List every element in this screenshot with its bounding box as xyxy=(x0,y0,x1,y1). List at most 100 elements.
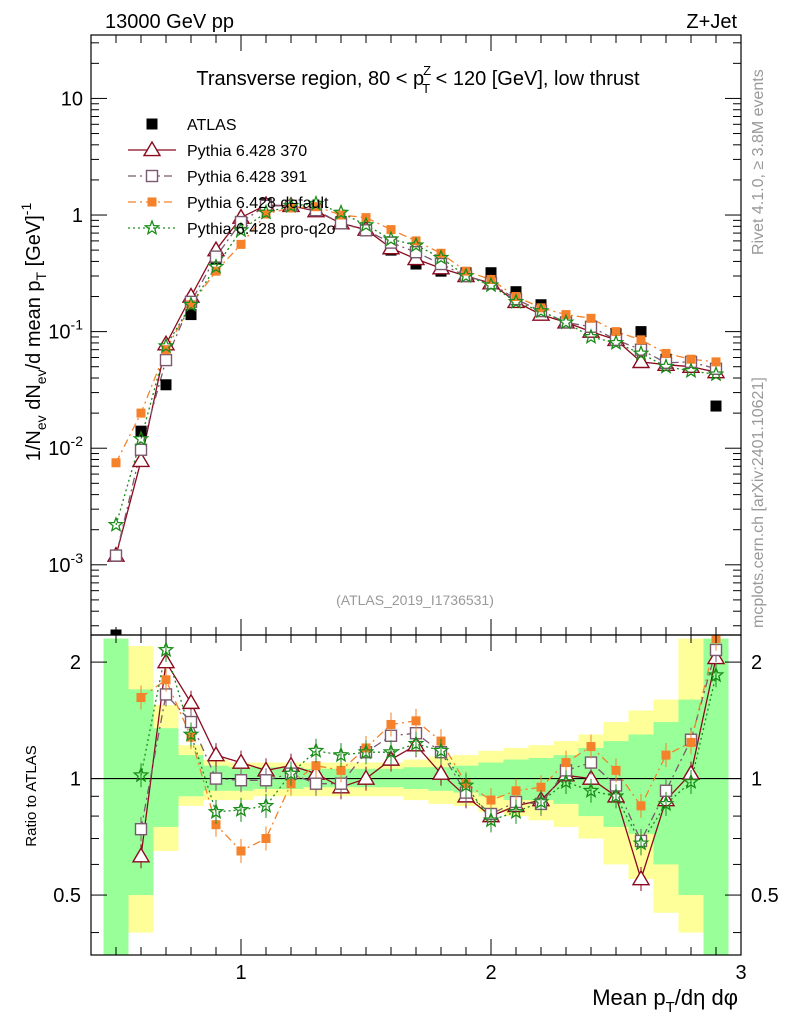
ratio-point-pythia-6-428-pro-q2o xyxy=(632,834,650,851)
ratio-point-pythia-6-428-default xyxy=(511,786,521,796)
main-point-pythia-6-428-pro-q2o xyxy=(482,276,500,293)
ratio-point-pythia-6-428-370 xyxy=(356,769,376,785)
ratio-y-tick-label-right: 2 xyxy=(751,652,762,674)
ratio-panel: 0.5 0.5 1 1 2 2 1 2 3 Ratio to ATLAS Mean pT/dη … xyxy=(23,634,779,1016)
legend-label-pythia-6-428-391: Pythia 6.428 391 xyxy=(187,169,307,186)
ratio-y-tick-label-right: 0.5 xyxy=(751,885,779,907)
ratio-band-green xyxy=(628,734,654,834)
main-point-atlas xyxy=(635,326,647,338)
analysis-id-label: (ATLAS_2019_I1736531) xyxy=(336,592,494,608)
main-point-pythia-6-428-pro-q2o xyxy=(507,293,525,309)
ratio-point-pythia-6-428-default xyxy=(561,758,571,768)
ratio-point-pythia-6-428-pro-q2o xyxy=(482,811,500,828)
main-point-atlas xyxy=(510,286,522,298)
main-point-pythia-6-428-391 xyxy=(434,257,448,271)
main-point-pythia-6-428-default xyxy=(211,266,221,276)
ratio-y-tick-label: 0.5 xyxy=(53,885,81,907)
main-point-pythia-6-428-pro-q2o xyxy=(632,344,650,361)
ratio-point-pythia-6-428-pro-q2o xyxy=(657,795,675,812)
main-y-tick-label: 10-2 xyxy=(48,433,83,460)
ratio-point-pythia-6-428-391 xyxy=(309,777,323,790)
ratio-point-pythia-6-428-pro-q2o xyxy=(232,801,250,818)
main-point-pythia-6-428-default xyxy=(261,209,271,219)
main-point-pythia-6-428-pro-q2o xyxy=(532,302,550,319)
ratio-point-pythia-6-428-pro-q2o xyxy=(357,743,375,760)
ratio-point-pythia-6-428-pro-q2o xyxy=(682,773,700,790)
ratio-point-pythia-6-428-pro-q2o xyxy=(457,776,475,793)
main-point-pythia-6-428-pro-q2o xyxy=(457,267,475,284)
legend-label-atlas: ATLAS xyxy=(187,117,237,134)
ratio-point-pythia-6-428-pro-q2o xyxy=(132,766,150,783)
main-point-pythia-6-428-default xyxy=(286,203,296,213)
ratio-point-pythia-6-428-pro-q2o xyxy=(332,746,350,763)
main-point-pythia-6-428-391 xyxy=(209,250,223,263)
ratio-x-tick-label: 3 xyxy=(735,962,746,984)
ratio-point-pythia-6-428-default xyxy=(136,693,146,703)
ratio-point-pythia-6-428-391 xyxy=(134,822,148,836)
main-point-pythia-6-428-default xyxy=(436,248,446,258)
ratio-band-green xyxy=(103,638,129,955)
main-point-pythia-6-428-default xyxy=(411,236,421,246)
ratio-point-pythia-6-428-370 xyxy=(181,693,201,710)
main-point-pythia-6-428-391 xyxy=(109,549,123,562)
main-point-pythia-6-428-default xyxy=(611,327,621,337)
main-point-atlas xyxy=(160,379,172,391)
ratio-point-pythia-6-428-pro-q2o xyxy=(257,797,275,814)
ratio-point-pythia-6-428-pro-q2o xyxy=(382,743,400,760)
ratio-point-pythia-6-428-pro-q2o xyxy=(507,803,525,820)
main-y-tick-label: 10 xyxy=(61,88,83,110)
main-point-pythia-6-428-pro-q2o xyxy=(132,430,150,447)
main-point-pythia-6-428-391 xyxy=(359,224,373,237)
main-point-pythia-6-428-pro-q2o xyxy=(257,203,275,220)
legend-marker-pythia-6-428-370 xyxy=(142,140,162,157)
main-point-pythia-6-428-pro-q2o xyxy=(582,328,600,345)
ratio-y-tick-label: 2 xyxy=(70,652,81,674)
legend: ATLAS Pythia 6.428 370 Pythia 6.428 391 Pyt… xyxy=(128,117,336,238)
main-point-pythia-6-428-default xyxy=(661,348,671,358)
ratio-point-pythia-6-428-391 xyxy=(209,772,223,785)
ratio-point-pythia-6-428-pro-q2o xyxy=(607,787,625,804)
ratio-point-pythia-6-428-default xyxy=(386,719,396,729)
ratio-x-tick-label: 1 xyxy=(235,962,246,984)
side-rivet-label: Rivet 4.1.0, ≥ 3.8M events xyxy=(750,69,767,255)
ratio-point-pythia-6-428-pro-q2o xyxy=(582,782,600,798)
ratio-band-green xyxy=(178,755,204,797)
main-point-pythia-6-428-default xyxy=(686,354,696,364)
main-point-pythia-6-428-pro-q2o xyxy=(407,236,425,253)
ratio-line-pythia-6-428-default xyxy=(140,638,717,852)
main-panel: 10-3 10-2 10-1 1 10 Transverse region, 80 < … xyxy=(18,34,742,636)
main-point-pythia-6-428-pro-q2o xyxy=(182,296,200,312)
main-point-pythia-6-428-pro-q2o xyxy=(307,194,325,211)
legend-marker-pythia-6-428-391 xyxy=(145,169,159,183)
main-point-pythia-6-428-pro-q2o xyxy=(607,334,625,351)
main-point-pythia-6-428-pro-q2o xyxy=(657,357,675,374)
y-axis-label: 1/Nev dNev/d mean pT [GeV]-1 xyxy=(18,203,49,462)
ratio-point-pythia-6-428-pro-q2o xyxy=(432,742,450,758)
main-point-pythia-6-428-pro-q2o xyxy=(432,249,450,265)
ratio-point-pythia-6-428-pro-q2o xyxy=(182,725,200,742)
main-point-pythia-6-428-370 xyxy=(131,451,151,468)
ratio-point-pythia-6-428-default xyxy=(536,782,546,792)
main-point-atlas xyxy=(710,400,722,412)
main-y-tick-label: 10-1 xyxy=(48,317,83,344)
main-point-pythia-6-428-default xyxy=(136,408,146,418)
main-point-pythia-6-428-391 xyxy=(159,353,173,367)
ratio-point-pythia-6-428-370 xyxy=(131,846,151,863)
legend-marker-atlas xyxy=(146,118,158,130)
ratio-point-pythia-6-428-391 xyxy=(259,774,273,787)
ratio-point-pythia-6-428-370 xyxy=(231,753,251,769)
main-point-pythia-6-428-default xyxy=(186,300,196,310)
main-y-tick-label: 10-3 xyxy=(48,550,83,577)
main-point-pythia-6-428-default xyxy=(111,458,121,468)
ratio-band-green xyxy=(153,728,179,827)
ratio-point-pythia-6-428-pro-q2o xyxy=(407,735,425,751)
main-point-pythia-6-428-pro-q2o xyxy=(207,258,225,274)
main-point-pythia-6-428-default xyxy=(386,225,396,235)
ratio-x-tick-label: 2 xyxy=(485,962,496,984)
ratio-point-pythia-6-428-pro-q2o xyxy=(157,641,175,658)
main-point-pythia-6-428-default xyxy=(461,266,471,276)
main-point-pythia-6-428-default xyxy=(586,313,596,323)
x-axis-label: Mean pT/dη dφ xyxy=(592,985,738,1016)
ratio-point-pythia-6-428-370 xyxy=(631,869,651,886)
